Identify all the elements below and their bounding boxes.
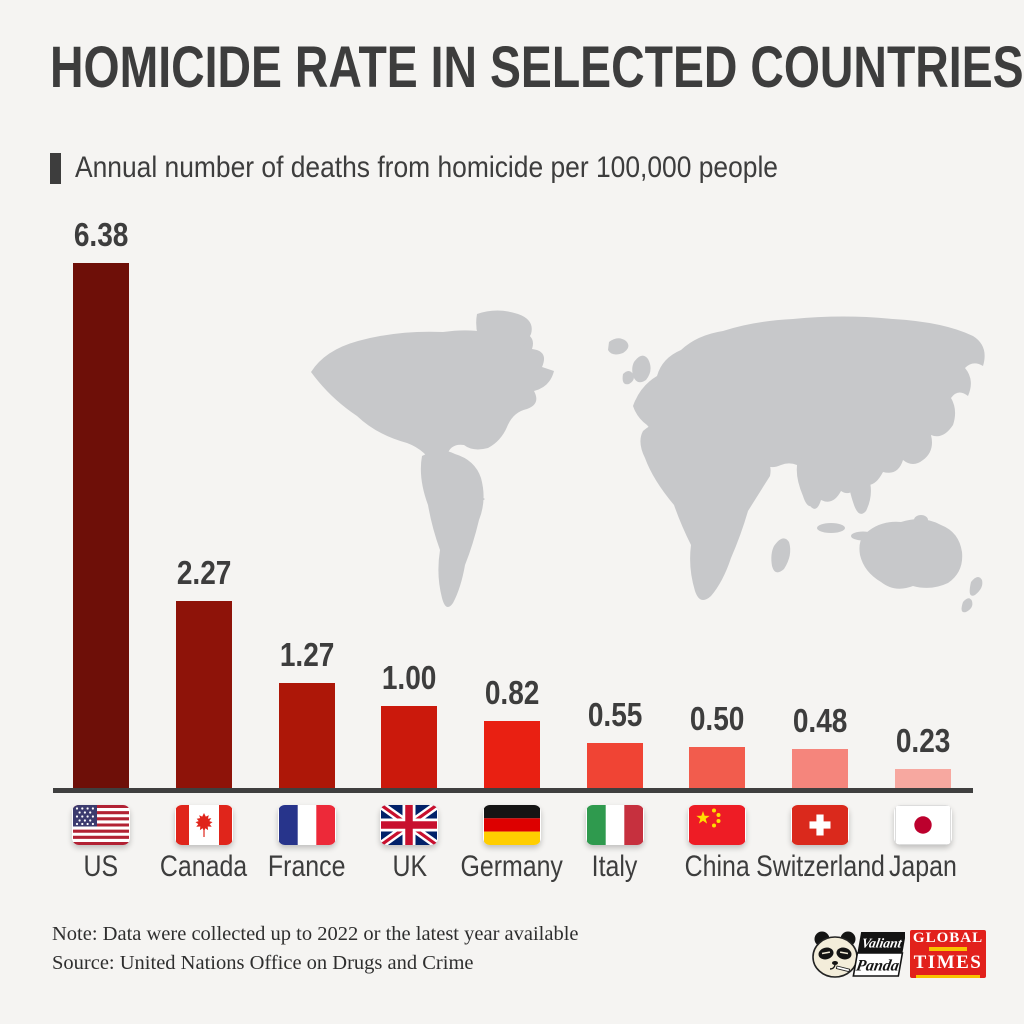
country-label-canada: Canada	[160, 850, 248, 883]
bar-canada	[176, 601, 232, 788]
page-title: HOMICIDE RATE IN SELECTED COUNTRIES	[50, 35, 1024, 100]
bar-column-italy: 0.55	[563, 696, 666, 788]
bar-value-label: 0.23	[895, 722, 951, 759]
global-times-logo-text-top: GLOBAL	[912, 929, 984, 946]
bar-value-label: 6.38	[74, 216, 129, 253]
country-label-row: US Canada France UK Germany Italy China …	[50, 850, 974, 884]
subtitle-marker-icon	[50, 152, 61, 184]
flag-row	[50, 805, 974, 845]
country-label-france: France	[267, 850, 346, 883]
footnotes: Note: Data were collected up to 2022 or …	[52, 920, 579, 978]
bar-column-switzerland: 0.48	[769, 702, 872, 788]
valiant-panda-logo-text-top: Valiant	[860, 936, 904, 951]
bar-column-germany: 0.82	[461, 674, 564, 788]
global-times-logo: GLOBAL TIMES	[910, 930, 986, 978]
bar-value-label: 1.27	[279, 636, 334, 673]
source-line: Source: United Nations Office on Drugs a…	[52, 952, 474, 975]
bar-japan	[894, 769, 951, 788]
global-times-logo-text-bottom: TIMES	[913, 951, 983, 973]
country-label-switzerland: Switzerland	[755, 850, 885, 883]
note-line: Note: Data were collected up to 2022 or …	[52, 923, 579, 945]
logo-group: Valiant Panda GLOBAL TIMES	[805, 926, 986, 982]
bar-switzerland	[792, 749, 849, 788]
germany-flag-icon	[483, 805, 542, 845]
bar-france	[278, 683, 335, 788]
subtitle-row: Annual number of deaths from homicide pe…	[50, 151, 874, 185]
japan-flag-icon	[893, 805, 952, 845]
world-map-background	[311, 310, 985, 613]
bar-chart: 6.38 2.27 1.27 1.00 0.82 0.55 0.50 0.48	[50, 0, 974, 788]
bar-column-china: 0.50	[666, 700, 769, 788]
country-label-germany: Germany	[460, 850, 564, 883]
country-label-china: China	[684, 850, 750, 883]
bar-value-label: 1.00	[382, 659, 437, 696]
bar-germany	[484, 721, 541, 788]
switzerland-flag-icon	[791, 805, 850, 845]
uk-flag-icon	[380, 805, 439, 845]
canada-flag-icon	[175, 805, 233, 845]
china-flag-icon	[688, 805, 747, 845]
global-times-logo-divider	[929, 947, 967, 951]
bar-column-us: 6.38	[50, 216, 153, 788]
bar-column-uk: 1.00	[358, 659, 461, 788]
bar-column-canada: 2.27	[153, 554, 256, 788]
bar-value-label: 0.82	[484, 674, 540, 711]
country-label-japan: Japan	[888, 850, 957, 883]
country-label-uk: UK	[392, 850, 427, 883]
bar-value-label: 2.27	[176, 554, 232, 591]
bar-china	[689, 747, 746, 788]
chart-subtitle: Annual number of deaths from homicide pe…	[75, 151, 778, 184]
valiant-panda-logo: Valiant Panda	[812, 931, 905, 978]
bar-value-label: 0.50	[690, 700, 745, 737]
country-label-us: US	[84, 850, 119, 883]
france-flag-icon	[277, 805, 336, 845]
bar-value-label: 0.55	[587, 696, 642, 733]
bar-column-japan: 0.23	[871, 722, 974, 788]
italy-flag-icon	[585, 805, 644, 845]
valiant-panda-logo-text-bottom: Panda	[854, 958, 901, 975]
bar-uk	[381, 706, 438, 788]
bar-value-label: 0.48	[792, 702, 848, 739]
global-times-logo-strip	[916, 974, 980, 978]
us-flag-icon	[72, 805, 131, 845]
x-axis-line	[53, 788, 973, 793]
bar-column-france: 1.27	[255, 636, 358, 788]
bar-us	[73, 263, 130, 788]
bar-italy	[586, 743, 643, 788]
country-label-italy: Italy	[591, 850, 638, 883]
